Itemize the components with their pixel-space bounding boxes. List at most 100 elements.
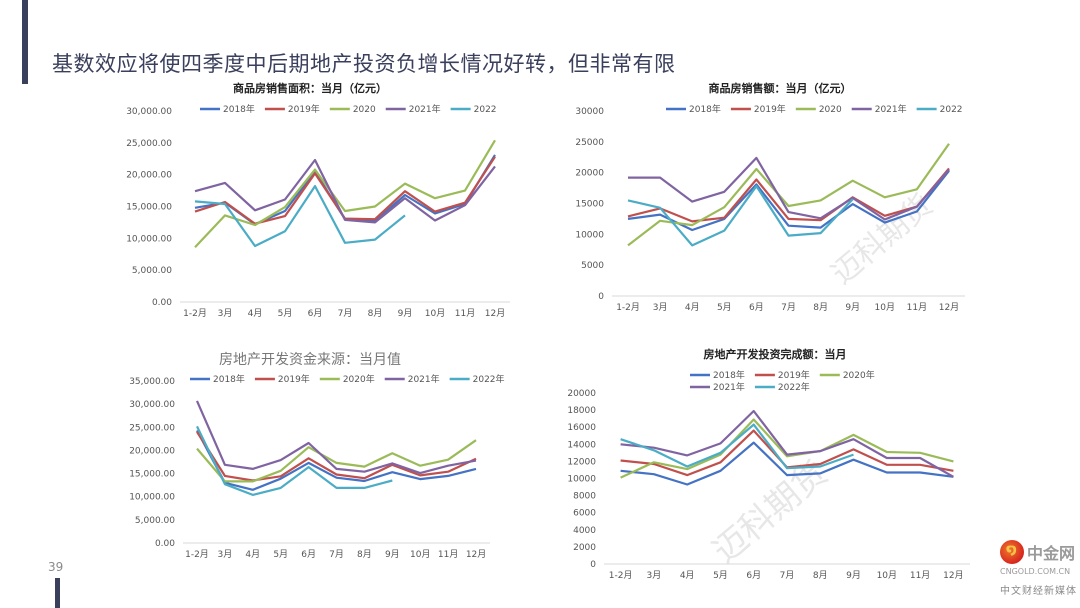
x-tick-label: 8月 [813, 570, 828, 581]
accent-bar-bottom [55, 578, 60, 608]
x-tick-label: 9月 [845, 302, 860, 313]
chart-title: 房地产开发资金来源：当月值 [219, 352, 401, 368]
x-tick-label: 7月 [781, 302, 796, 313]
y-tick-label: 15,000.00 [129, 470, 175, 480]
x-tick-label: 5月 [713, 570, 728, 581]
legend-label-2019: 2019年 [778, 369, 810, 381]
x-tick-label: 4月 [680, 570, 695, 581]
x-tick-label: 6月 [746, 570, 761, 581]
logo-swirl-icon: ໑ [1000, 540, 1024, 564]
y-tick-label: 10000 [575, 230, 604, 240]
y-tick-label: 2000 [573, 543, 596, 553]
legend-label-2019: 2019年 [754, 103, 786, 115]
y-tick-label: 14000 [567, 440, 596, 450]
x-tick-label: 4月 [245, 549, 260, 560]
x-tick-label: 1-2月 [609, 570, 633, 581]
chart-sales-area: 商品房销售面积：当月（亿元） 0.00 5,000.00 10,000.00 15,00… [100, 80, 520, 320]
y-tick-label: 10,000.00 [126, 234, 172, 244]
y-tick-label: 5000 [581, 261, 604, 271]
y-tick-label: 30000 [575, 107, 604, 117]
series-line-2022 [196, 425, 393, 496]
x-tick-label: 12月 [943, 570, 963, 581]
chart-sales-value: 商品房销售额：当月（亿元） 0 5000 10000 15000 20000 25000 30… [570, 80, 990, 320]
series-line-2022 [194, 184, 406, 248]
y-tick-label: 0 [590, 560, 596, 570]
x-tick-label: 4月 [248, 308, 263, 319]
y-tick-label: 30,000.00 [129, 400, 175, 410]
legend-label-2020: 2020 [819, 105, 842, 115]
x-tick-label: 10月 [875, 302, 895, 313]
series-line-2021 [620, 409, 954, 478]
x-tick-label: 11月 [910, 570, 930, 581]
x-tick-label: 5月 [717, 302, 732, 313]
y-tick-label: 10,000.00 [129, 493, 175, 503]
legend-label-2019: 2019年 [288, 103, 320, 115]
page-number: 39 [48, 560, 64, 574]
x-tick-label: 4月 [685, 302, 700, 313]
x-tick-label: 11月 [455, 308, 475, 319]
legend-label-2020: 2020年 [843, 369, 875, 381]
x-tick-label: 12月 [939, 302, 959, 313]
legend-label-2022: 2022年 [778, 381, 810, 393]
series-line-2022 [627, 185, 854, 247]
x-tick-label: 10月 [410, 549, 430, 560]
x-tick-label: 9月 [398, 308, 413, 319]
chart-svg: 房地产开发投资完成额：当月 0 2000 4000 6000 8000 10000 12000… [567, 347, 970, 581]
y-tick-label: 25,000.00 [126, 139, 172, 149]
x-tick-label: 9月 [385, 549, 400, 560]
x-tick-label: 12月 [485, 308, 505, 319]
x-tick-label: 12月 [466, 549, 486, 560]
x-tick-label: 3月 [647, 570, 662, 581]
x-tick-label: 3月 [653, 302, 668, 313]
series-line-2021 [195, 400, 477, 475]
accent-bar-top [22, 0, 28, 84]
legend-label-2021: 2021年 [409, 103, 441, 115]
legend-label-2022: 2022年 [473, 373, 505, 385]
x-tick-label: 7月 [329, 549, 344, 560]
series-line-2021 [194, 158, 496, 224]
logo-tagline: 中文财经新媒体 [1000, 586, 1077, 597]
legend-label-2018: 2018年 [223, 103, 255, 115]
x-tick-label: 8月 [357, 549, 372, 560]
x-tick-label: 10月 [425, 308, 445, 319]
logo-domain: CNGOLD.COM.CN [1000, 567, 1071, 576]
page-title: 基数效应将使四季度中后期地产投资负增长情况好转，但非常有限 [52, 52, 676, 76]
chart-investment-completed: 房地产开发投资完成额：当月 0 2000 4000 6000 8000 10000 12000… [560, 342, 990, 592]
y-tick-label: 18000 [567, 406, 596, 416]
y-tick-label: 8000 [573, 492, 596, 502]
series-line-2018 [196, 429, 477, 491]
y-tick-label: 20,000.00 [129, 446, 175, 456]
x-tick-label: 6月 [749, 302, 764, 313]
x-tick-label: 1-2月 [183, 308, 207, 319]
y-tick-label: 35,000.00 [129, 377, 175, 387]
y-tick-label: 25000 [575, 138, 604, 148]
chart-title: 商品房销售面积：当月（亿元） [233, 81, 387, 95]
x-tick-label: 11月 [438, 549, 458, 560]
y-tick-label: 20,000.00 [126, 171, 172, 181]
chart-funding-sources: 房地产开发资金来源：当月值 0.00 5,000.00 10,000.00 15,000… [100, 342, 520, 572]
site-logo[interactable]: ໑ 中金网 CNGOLD.COM.CN 中文财经新媒体 [1000, 540, 1078, 606]
x-tick-label: 11月 [907, 302, 927, 313]
y-tick-label: 10000 [567, 475, 596, 485]
logo-name: 中金网 [1027, 544, 1076, 563]
x-tick-label: 8月 [368, 308, 383, 319]
legend-label-2018: 2018年 [689, 103, 721, 115]
chart-svg: 商品房销售额：当月（亿元） 0 5000 10000 15000 20000 25000 30… [575, 81, 965, 313]
y-tick-label: 0.00 [152, 298, 172, 308]
y-tick-label: 0.00 [155, 539, 175, 549]
legend-label-2018: 2018年 [213, 373, 245, 385]
y-tick-label: 12000 [567, 457, 596, 467]
legend-label-2020: 2020年 [343, 373, 375, 385]
series-line-2020 [627, 143, 950, 247]
x-tick-label: 1-2月 [185, 549, 209, 560]
x-tick-label: 3月 [217, 549, 232, 560]
series-line-2019 [627, 167, 950, 223]
x-tick-label: 3月 [218, 308, 233, 319]
series-line-2020 [196, 439, 477, 483]
y-tick-label: 20000 [575, 169, 604, 179]
y-tick-label: 20000 [567, 389, 596, 399]
y-tick-label: 16000 [567, 423, 596, 433]
y-tick-label: 0 [598, 292, 604, 302]
x-tick-label: 1-2月 [616, 302, 640, 313]
y-tick-label: 5,000.00 [132, 266, 172, 276]
